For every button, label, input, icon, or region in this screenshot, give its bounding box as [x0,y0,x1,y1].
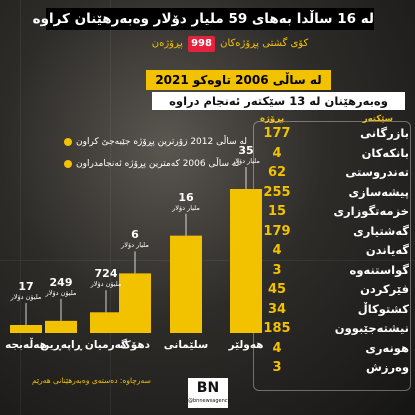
value-number: 35 [238,144,254,157]
bar [10,325,42,333]
value-number: 724 [94,267,118,281]
background-line [110,0,111,415]
project-count-badge: 998 [188,36,215,52]
sector-name: گه‌شتیاری [353,223,409,238]
value-label: 17 ملیۆن دۆلار [0,280,54,302]
value-label: 6 ملیار دۆلار [107,228,163,250]
category-label: هه‌ڵه‌بجه [5,339,47,351]
category-label: هه‌ولێر [228,339,264,351]
sector-name: فێرکردن [360,282,409,296]
legend-item-least-projects: له ساڵی 2006 که‌مترین پڕۆژه ئه‌نجامدراون [76,159,240,169]
value-unit: ملیۆن دۆلار [10,293,42,301]
sector-project-count: 45 [267,282,287,297]
category-label: گه‌رمیان [84,339,128,351]
page-title: له 16 ساڵدا به‌های 59 ملیار دۆلار وه‌به‌… [33,8,374,30]
sector-project-count: 62 [267,165,287,180]
subtitle: کۆی گشتی پڕۆژه‌کان 998 پڕۆژه‌ن [130,36,330,52]
value-number: 16 [178,190,194,204]
subtitle-suffix: پڕۆژه‌ن [151,38,183,49]
subtitle-prefix: کۆی گشتی پڕۆژه‌کان [220,38,309,49]
sector-name: ته‌ندروستی [345,165,409,179]
sector-note-banner: وه‌به‌رهێنان له 13 سێکته‌ر ئه‌نجام دراوه [152,92,405,110]
bn-logo: BN @bnnewsagency [188,378,231,408]
sector-name: گواستنه‌وه [349,262,409,277]
bar [170,235,202,333]
background-line [0,260,415,261]
value-number: 17 [18,280,34,293]
sector-project-count: 15 [267,204,287,219]
source-note: سه‌رچاوه: ده‌سته‌ی وه‌به‌رهێنانی هه‌رێم [32,376,151,385]
sector-name: هونه‌ری [365,340,409,355]
bar [90,312,122,333]
value-label: 724 ملیۆن دۆلار [78,267,134,289]
value-label: 249 ملیۆن دۆلار [33,275,89,297]
sector-column-header: سێکته‌ر [362,114,393,124]
sector-name: وه‌رزش [365,360,409,374]
value-label: 16 ملیار دۆلار [158,190,214,212]
category-label: سلێمانی [163,339,209,351]
value-unit: ملیۆن دۆلار [45,288,77,297]
value-unit: ملیار دۆلار [172,203,200,212]
background-line [20,0,21,415]
sector-project-count: 3 [272,262,282,278]
value-number: 6 [131,228,139,242]
sector-project-count: 4 [272,145,282,161]
sector-project-count: 4 [272,340,282,356]
category-label: دهۆک [119,339,150,351]
sector-name: پیشه‌سازی [348,184,409,199]
sector-name: کشتوکاڵ [357,301,409,316]
value-unit: ملیار دۆلار [121,241,149,250]
bar [45,320,77,333]
legend-dot [64,138,72,146]
sector-project-count: 177 [263,126,291,141]
sector-name: نیشته‌جێبوون [334,321,409,335]
sector-project-count: 185 [263,321,291,336]
bar [230,189,262,333]
legend-item-most-projects: له ساڵی 2012 زۆرترین پڕۆژه جێبه‌جێ کراون [76,137,248,147]
value-unit: ملیار دۆلار [232,157,260,165]
logo-handle: @bnnewsagency [188,398,231,404]
sector-name: خزمه‌تگوزاری [333,204,409,218]
category-label: ڕاپه‌ڕین [40,339,82,351]
sector-project-count: 3 [272,360,282,375]
sector-project-count: 255 [263,184,291,200]
sector-project-count: 4 [272,243,282,258]
legend-dot [64,160,72,168]
sector-name: گه‌یاندن [365,243,409,257]
sector-project-count: 179 [263,223,291,239]
sector-project-count: 34 [267,301,287,317]
bar [119,273,151,333]
value-number: 249 [49,275,73,289]
logo-text: BN [196,380,220,396]
sector-name: بازرگانی [360,126,409,140]
projects-column-header: پڕۆژه [260,114,285,124]
period-banner: له ساڵی 2006 تاوه‌کو 2021 [146,70,331,90]
sector-name: بانکه‌کان [361,145,409,160]
value-unit: ملیۆن دۆلار [90,280,122,289]
value-label: 35 ملیار دۆلار [218,144,274,166]
